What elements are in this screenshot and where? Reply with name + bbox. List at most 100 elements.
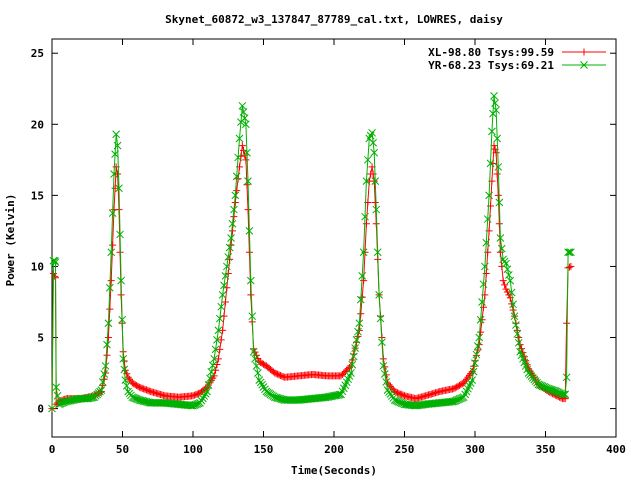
data-point-marker [234, 175, 242, 183]
data-point-marker [254, 369, 262, 377]
data-point-marker [558, 390, 567, 399]
data-point-marker [363, 155, 372, 164]
data-point-marker [214, 355, 222, 363]
data-point-marker [129, 393, 138, 402]
data-point-marker [478, 298, 486, 306]
data-point-marker [468, 368, 476, 376]
data-point-marker [230, 205, 238, 214]
data-point-marker [246, 276, 255, 285]
data-point-marker [499, 277, 507, 285]
data-point-marker [117, 276, 125, 285]
data-point-marker [473, 342, 482, 350]
data-point-marker [379, 362, 388, 370]
data-point-marker [256, 378, 265, 387]
data-point-marker [50, 256, 59, 265]
series-line [51, 95, 571, 409]
y-tick-label: 5 [37, 332, 44, 345]
data-point-marker [58, 399, 66, 408]
data-point-marker [107, 248, 116, 257]
data-point-marker [559, 390, 568, 399]
data-point-marker [563, 319, 571, 327]
data-point-marker [112, 130, 121, 139]
data-point-marker [211, 345, 220, 354]
data-point-marker [51, 272, 59, 280]
data-point-marker [371, 177, 380, 185]
data-point-marker [488, 127, 496, 136]
data-point-marker [221, 298, 229, 306]
data-point-marker [199, 394, 207, 403]
data-point-marker [238, 101, 247, 110]
data-point-marker [59, 398, 68, 407]
x-tick-label: 200 [324, 443, 344, 456]
data-point-marker [131, 394, 140, 403]
data-point-marker [104, 334, 112, 341]
data-point-marker [562, 373, 571, 382]
data-point-marker [564, 248, 572, 257]
data-point-marker [448, 397, 457, 406]
data-point-marker [469, 367, 478, 376]
data-point-marker [242, 156, 250, 164]
data-point-marker [115, 184, 123, 193]
data-point-marker [242, 120, 250, 129]
data-point-marker [512, 321, 520, 329]
data-point-marker [108, 209, 117, 217]
data-point-marker [235, 134, 244, 143]
legend-label: YR-68.23 Tsys:69.21 [428, 59, 554, 72]
data-point-marker [51, 258, 60, 267]
data-point-marker [362, 177, 371, 185]
data-point-marker [543, 384, 551, 392]
data-point-marker [493, 134, 502, 143]
data-point-marker [252, 362, 261, 370]
data-point-marker [128, 393, 137, 402]
data-point-marker [352, 336, 361, 344]
data-point-marker [55, 400, 63, 409]
data-point-marker [482, 238, 491, 247]
data-point-marker [204, 381, 213, 389]
data-point-marker [273, 394, 282, 402]
data-point-marker [378, 338, 386, 347]
data-point-marker [103, 351, 111, 359]
data-point-marker [476, 315, 485, 324]
data-point-marker [348, 360, 357, 369]
data-point-marker [114, 170, 122, 178]
data-point-marker [132, 395, 141, 403]
data-point-marker [370, 177, 378, 185]
series-yr [48, 92, 575, 413]
data-point-marker [471, 359, 479, 367]
y-axis-label: Power (Kelvin) [4, 194, 17, 287]
data-point-marker [243, 148, 251, 157]
data-point-marker [121, 376, 130, 384]
data-point-marker [492, 106, 501, 114]
data-point-marker [101, 362, 110, 370]
series-xl [48, 142, 575, 413]
data-point-marker [499, 255, 508, 264]
data-point-marker [240, 146, 248, 154]
data-point-marker [190, 401, 199, 410]
data-point-marker [503, 265, 512, 274]
data-point-marker [258, 380, 266, 389]
data-point-marker [238, 142, 246, 150]
data-point-marker [118, 315, 127, 324]
data-point-marker [106, 305, 114, 313]
data-point-marker [502, 259, 510, 268]
data-point-marker [218, 291, 227, 299]
data-point-marker [500, 257, 509, 266]
data-point-marker [225, 243, 234, 252]
data-point-marker [547, 385, 555, 394]
x-tick-label: 150 [254, 443, 274, 456]
data-point-marker [100, 375, 108, 383]
data-point-marker [347, 369, 355, 377]
data-point-marker [495, 220, 503, 228]
data-point-marker [249, 347, 258, 356]
data-point-marker [468, 376, 477, 384]
data-point-marker [196, 399, 204, 407]
data-point-marker [272, 393, 281, 402]
data-point-marker [197, 396, 206, 405]
data-point-marker [544, 384, 553, 393]
data-point-marker [227, 234, 235, 242]
legend-swatch-marker [580, 61, 588, 69]
data-point-marker [372, 205, 381, 214]
data-point-marker [548, 386, 557, 394]
